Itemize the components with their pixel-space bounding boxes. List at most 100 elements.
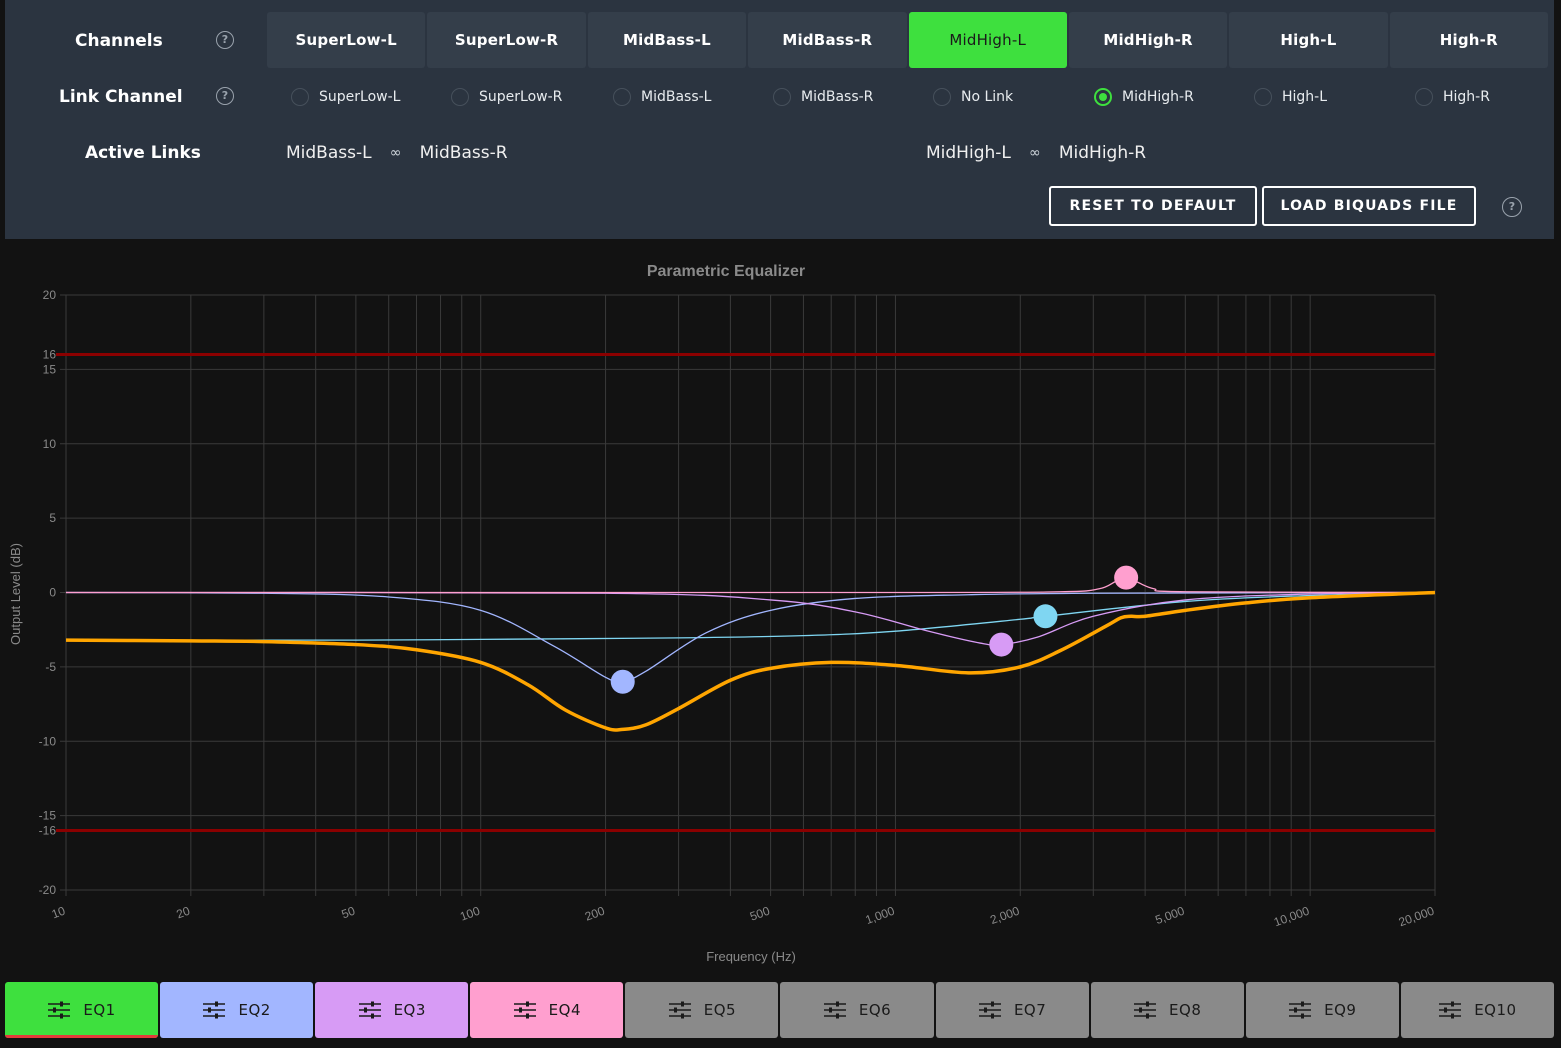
sliders-icon [48, 1001, 71, 1019]
chart-title: Parametric Equalizer [647, 263, 805, 280]
y-tick-label: -20 [39, 883, 57, 897]
channels-label: Channels [75, 31, 163, 51]
eq-tab-label: EQ9 [1324, 1001, 1357, 1019]
eq-tab-label: EQ3 [393, 1001, 426, 1019]
link-option-midbass-l[interactable]: MidBass-L [613, 84, 711, 110]
active-link-midbass: MidBass-L ∞ MidBass-R [286, 140, 508, 166]
radio-button[interactable] [1415, 88, 1433, 106]
y-tick-label: 15 [43, 362, 57, 376]
link-option-superlow-l[interactable]: SuperLow-L [291, 84, 400, 110]
link-option-high-l[interactable]: High-L [1254, 84, 1327, 110]
eq-tab-eq8[interactable]: EQ8 [1090, 982, 1244, 1038]
radio-label: High-L [1282, 89, 1328, 105]
eq-tab-eq3[interactable]: EQ3 [315, 982, 469, 1038]
eq-tab-eq9[interactable]: EQ9 [1245, 982, 1399, 1038]
combined-response-curve [65, 590, 1436, 732]
x-tick-label: 20,000 [1397, 904, 1437, 930]
eq-tab-label: EQ7 [1013, 1001, 1047, 1019]
link-option-no-link[interactable]: No Link [933, 84, 1013, 110]
active-link-right: MidBass-R [419, 143, 508, 163]
reset-to-default-button[interactable]: RESET TO DEFAULT [1049, 186, 1257, 226]
sliders-icon [823, 1001, 846, 1019]
biquads-help-icon[interactable]: ? [1502, 197, 1522, 217]
radio-label: SuperLow-L [319, 89, 401, 105]
channel-tab-superlow-l[interactable]: SuperLow-L [267, 12, 426, 68]
radio-button[interactable] [933, 88, 951, 106]
link-channel-label: Link Channel [59, 87, 183, 107]
channel-tab-superlow-r[interactable]: SuperLow-R [427, 12, 586, 68]
radio-button[interactable] [451, 88, 469, 106]
filter-response-curve [65, 591, 1436, 641]
eq-tab-label: EQ5 [703, 1001, 737, 1019]
x-tick-label: 100 [458, 904, 482, 924]
eq-tab-label: EQ8 [1169, 1001, 1202, 1019]
y-tick-label: 5 [49, 511, 56, 525]
x-tick-label: 10,000 [1272, 904, 1312, 930]
radio-button[interactable] [613, 88, 631, 106]
sliders-icon [1439, 1001, 1462, 1019]
load-biquads-file-button[interactable]: LOAD BIQUADS FILE [1262, 186, 1476, 226]
eq-tab-eq2[interactable]: EQ2 [160, 982, 314, 1038]
x-tick-label: 500 [748, 904, 772, 924]
channel-tabs: SuperLow-L SuperLow-R MidBass-L MidBass-R Mi… [267, 12, 1548, 68]
sliders-icon [1289, 1001, 1312, 1019]
channel-tab-midbass-r[interactable]: MidBass-R [748, 12, 907, 68]
eq-tab-label: EQ2 [238, 1001, 271, 1019]
eq-tab-eq7[interactable]: EQ7 [935, 982, 1089, 1038]
filter-handle-eq2[interactable] [610, 669, 635, 694]
active-link-right: MidHigh-R [1058, 143, 1147, 163]
channel-tab-high-l[interactable]: High-L [1229, 12, 1388, 68]
link-option-high-r[interactable]: High-R [1415, 84, 1490, 110]
radio-button[interactable] [1094, 88, 1112, 106]
y-tick-label: -5 [45, 660, 56, 674]
channel-settings-panel: Channels ? SuperLow-L SuperLow-R MidBass-L… [5, 0, 1554, 239]
radio-label: SuperLow-R [479, 89, 563, 105]
y-tick-label: 16 [43, 348, 57, 362]
link-channel-help-icon[interactable]: ? [216, 87, 234, 105]
y-tick-label: -15 [39, 809, 57, 823]
radio-label: MidHigh-R [1122, 89, 1194, 105]
channel-tab-high-r[interactable]: High-R [1389, 12, 1548, 68]
channel-tab-midhigh-l[interactable]: MidHigh-L [908, 12, 1067, 68]
eq-tab-eq10[interactable]: EQ10 [1400, 982, 1554, 1038]
active-links-label: Active Links [85, 143, 201, 163]
channel-tab-midbass-l[interactable]: MidBass-L [587, 12, 747, 68]
y-tick-label: 20 [43, 288, 57, 302]
eq-tab-eq6[interactable]: EQ6 [780, 982, 934, 1038]
link-option-midhigh-r[interactable]: MidHigh-R [1094, 84, 1194, 110]
eq-tab-eq1[interactable]: EQ1 [5, 982, 159, 1038]
x-axis-label: Frequency (Hz) [706, 949, 796, 964]
eq-tab-eq5[interactable]: EQ5 [625, 982, 779, 1038]
link-option-midbass-r[interactable]: MidBass-R [773, 84, 873, 110]
sliders-icon [978, 1001, 1001, 1019]
filter-handle-eq3[interactable] [989, 632, 1014, 657]
eq-tab-eq4[interactable]: EQ4 [470, 982, 624, 1038]
active-link-left: MidBass-L [286, 143, 372, 163]
channel-tab-midhigh-r[interactable]: MidHigh-R [1068, 12, 1228, 68]
link-option-superlow-r[interactable]: SuperLow-R [451, 84, 562, 110]
x-tick-label: 2,000 [988, 904, 1021, 928]
radio-label: MidBass-R [801, 89, 874, 105]
radio-button[interactable] [773, 88, 791, 106]
eq-tab-label: EQ1 [83, 1001, 116, 1019]
link-icon: ∞ [1029, 145, 1041, 161]
filter-response-curve [65, 591, 1436, 683]
sliders-icon [358, 1001, 381, 1019]
y-tick-label: -16 [39, 824, 57, 838]
filter-handle-eq4[interactable] [1114, 565, 1139, 590]
link-channel-options: SuperLow-L SuperLow-R MidBass-L MidBass-R No… [291, 84, 1551, 110]
x-tick-label: 50 [340, 904, 358, 922]
active-link-midhigh: MidHigh-L ∞ MidHigh-R [926, 140, 1146, 166]
x-tick-label: 10 [50, 904, 68, 922]
filter-handle-eq1[interactable] [1033, 604, 1058, 629]
radio-label: High-R [1443, 89, 1490, 105]
radio-button[interactable] [1254, 88, 1272, 106]
y-tick-label: 10 [43, 437, 57, 451]
radio-button[interactable] [291, 88, 309, 106]
sliders-icon [513, 1001, 536, 1019]
channels-help-icon[interactable]: ? [216, 31, 234, 49]
y-axis-label: Output Level (dB) [8, 543, 23, 645]
y-tick-label: -10 [39, 734, 57, 748]
radio-label: No Link [961, 89, 1014, 105]
